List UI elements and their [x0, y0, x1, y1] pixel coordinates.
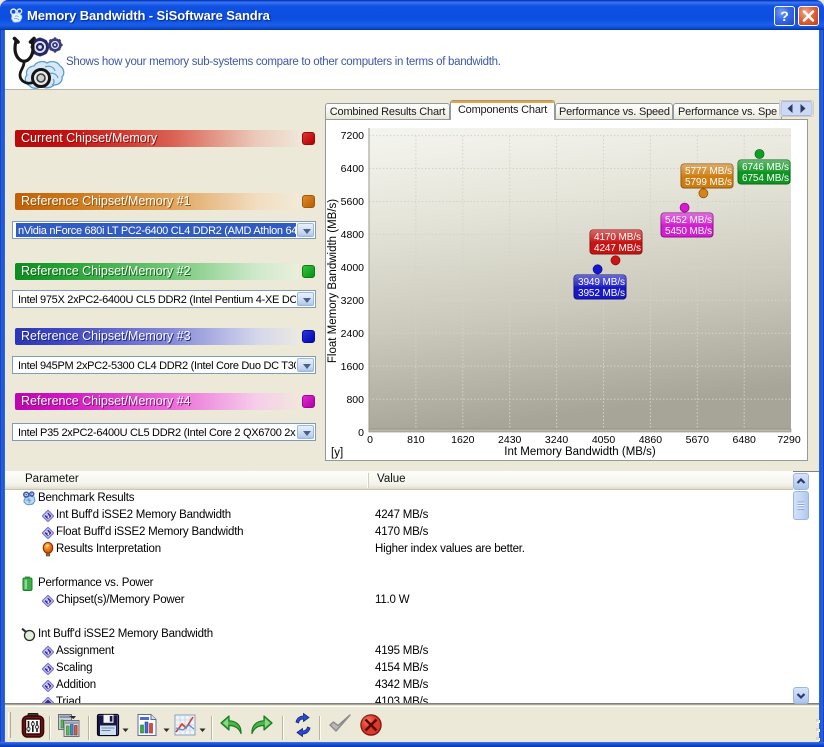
- svg-text:5452 MB/s: 5452 MB/s: [665, 215, 712, 226]
- svg-text:800: 800: [346, 394, 364, 406]
- svg-text:0: 0: [367, 434, 373, 446]
- svg-text:0: 0: [358, 427, 364, 439]
- svg-text:4170 MB/s: 4170 MB/s: [594, 232, 641, 243]
- svg-text:Int Memory Bandwidth (MB/s): Int Memory Bandwidth (MB/s): [504, 446, 656, 458]
- svg-text:3240: 3240: [545, 434, 569, 446]
- svg-text:Float Memory Bandwidth (MB/s): Float Memory Bandwidth (MB/s): [327, 199, 339, 363]
- svg-text:6480: 6480: [733, 434, 757, 446]
- svg-text:3200: 3200: [341, 295, 365, 307]
- svg-text:5450 MB/s: 5450 MB/s: [665, 226, 712, 237]
- svg-text:4000: 4000: [341, 262, 365, 274]
- svg-text:810: 810: [407, 434, 425, 446]
- svg-text:4800: 4800: [341, 229, 365, 241]
- svg-text:[y]: [y]: [331, 447, 343, 459]
- svg-text:6754 MB/s: 6754 MB/s: [742, 173, 789, 184]
- svg-text:1600: 1600: [341, 361, 365, 373]
- svg-text:3952 MB/s: 3952 MB/s: [578, 288, 625, 299]
- svg-text:6400: 6400: [341, 163, 365, 175]
- svg-text:7200: 7200: [341, 130, 365, 142]
- svg-text:5600: 5600: [341, 196, 365, 208]
- svg-text:6746 MB/s: 6746 MB/s: [742, 162, 789, 173]
- svg-text:5777 MB/s: 5777 MB/s: [685, 166, 732, 177]
- svg-text:2430: 2430: [498, 434, 522, 446]
- svg-text:5799 MB/s: 5799 MB/s: [685, 177, 732, 188]
- svg-text:4860: 4860: [639, 434, 663, 446]
- svg-text:1620: 1620: [451, 434, 475, 446]
- svg-text:3949 MB/s: 3949 MB/s: [578, 277, 625, 288]
- svg-text:5670: 5670: [686, 434, 710, 446]
- svg-text:4247 MB/s: 4247 MB/s: [594, 243, 641, 254]
- svg-text:2400: 2400: [341, 328, 365, 340]
- svg-text:4050: 4050: [592, 434, 616, 446]
- svg-text:7290: 7290: [777, 434, 801, 446]
